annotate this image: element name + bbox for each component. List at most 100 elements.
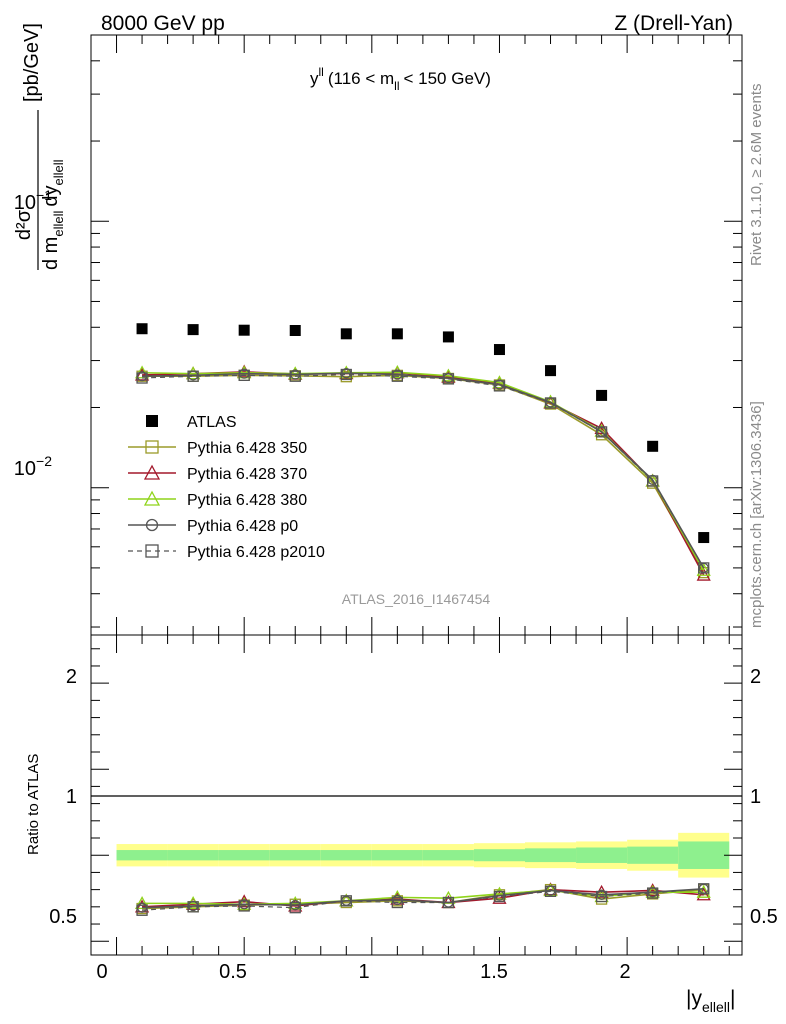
plot-annotation: yll (116 < mll < 150 GeV) bbox=[310, 65, 491, 93]
ratio-band-inner bbox=[576, 847, 628, 863]
ratio-band-inner bbox=[320, 850, 372, 861]
x-tick-label: 0 bbox=[96, 961, 107, 983]
ratio-band-inner bbox=[627, 846, 679, 864]
ratio-point bbox=[442, 896, 455, 909]
data-point bbox=[493, 344, 505, 356]
ratio-point bbox=[493, 890, 506, 903]
mc-point bbox=[646, 475, 659, 487]
data-point bbox=[647, 440, 659, 452]
ratio-series-line bbox=[142, 888, 704, 911]
mc-point bbox=[340, 368, 352, 381]
main-series-line bbox=[142, 372, 705, 569]
legend-marker bbox=[145, 544, 159, 558]
x-tick-label: 1.5 bbox=[480, 961, 508, 983]
ratio-band-inner bbox=[422, 850, 474, 861]
x-axis-label-main: |y bbox=[686, 987, 702, 1010]
ratio-band-inner bbox=[116, 850, 168, 861]
ratio-series-line bbox=[142, 887, 704, 909]
ratio-point bbox=[238, 900, 250, 912]
mc-point bbox=[698, 562, 710, 574]
legend-marker bbox=[146, 415, 158, 427]
x-tick-label: 1 bbox=[358, 961, 369, 983]
mc-point bbox=[134, 367, 150, 381]
data-point bbox=[596, 389, 608, 401]
mc-point bbox=[492, 375, 507, 389]
mc-point bbox=[391, 370, 404, 382]
main-plot-marks bbox=[134, 323, 711, 581]
y-axis-label-unit: [pb/GeV] bbox=[21, 23, 43, 102]
legend-label: Pythia 6.428 p2010 bbox=[187, 544, 325, 561]
ratio-band-inner bbox=[167, 850, 219, 861]
ratio-plot-frame bbox=[90, 634, 743, 956]
y-tick-base: 10 bbox=[14, 192, 36, 214]
x-tick-label: 2 bbox=[619, 961, 630, 983]
mc-point bbox=[238, 369, 250, 382]
y-tick-exp: −1 bbox=[36, 187, 52, 203]
mc-point bbox=[442, 373, 455, 385]
y-tick-label-main: 10−2 bbox=[14, 453, 52, 480]
ratio-uncertainty-band bbox=[116, 832, 730, 878]
ratio-point bbox=[136, 904, 148, 916]
legend: ATLAS Pythia 6.428 350 Pythia 6.428 370 Pyt… bbox=[128, 414, 325, 561]
data-point bbox=[187, 324, 199, 336]
legend-label: Pythia 6.428 370 bbox=[187, 466, 307, 483]
ratio-y-tick-label-right: 0.5 bbox=[750, 906, 778, 928]
mc-point bbox=[187, 370, 199, 382]
ratio-point bbox=[134, 896, 150, 910]
legend-marker bbox=[143, 490, 161, 506]
y-tick-label-main: 10−1 bbox=[14, 187, 52, 214]
ratio-point bbox=[645, 883, 660, 897]
y-tick-exp: −2 bbox=[36, 453, 52, 469]
data-point bbox=[340, 328, 352, 340]
ratio-band-inner bbox=[269, 850, 321, 861]
x-tick-label: 0.5 bbox=[219, 961, 247, 983]
legend-marker bbox=[145, 440, 159, 454]
ratio-point bbox=[595, 890, 608, 903]
mcplots-reference-label: mcplots.cern.ch [arXiv:1306.3436] bbox=[748, 401, 765, 628]
y-axis-label-numerator: d²σ bbox=[13, 209, 35, 240]
legend-label: ATLAS bbox=[187, 414, 237, 431]
ratio-point bbox=[492, 890, 507, 904]
legend-label: Pythia 6.428 380 bbox=[187, 492, 307, 509]
data-point bbox=[442, 331, 454, 343]
mc-point bbox=[136, 372, 148, 384]
data-point bbox=[698, 532, 710, 544]
mc-point bbox=[544, 397, 557, 409]
mc-point bbox=[696, 562, 711, 576]
x-axis-label: |yellell| bbox=[686, 987, 735, 1015]
analysis-watermark: ATLAS_2016_I1467454 bbox=[342, 591, 491, 607]
ratio-y-axis-label: Ratio to ATLAS bbox=[25, 754, 42, 855]
mc-point bbox=[493, 380, 506, 392]
ratio-y-tick-label: 1 bbox=[66, 786, 77, 808]
rivet-version-label: Rivet 3.1.10, ≥ 2.6M events bbox=[748, 83, 765, 267]
data-point bbox=[545, 365, 557, 377]
data-point bbox=[238, 324, 250, 336]
ratio-point bbox=[492, 886, 507, 900]
ratio-point bbox=[544, 885, 557, 897]
mc-point bbox=[595, 426, 608, 438]
ratio-point bbox=[698, 883, 710, 895]
ratio-band-inner bbox=[218, 850, 270, 861]
ratio-plot-marks bbox=[134, 882, 711, 916]
x-axis-label-end: | bbox=[730, 987, 735, 1010]
ratio-band-inner bbox=[525, 848, 577, 863]
ratio-y-tick-label-right: 1 bbox=[750, 786, 761, 808]
ratio-band-inner bbox=[371, 850, 423, 861]
ratio-y-tick-label-right: 2 bbox=[750, 666, 761, 688]
y-tick-base: 10 bbox=[14, 458, 36, 480]
mc-point bbox=[441, 368, 456, 382]
y-axis-label-denominator: d mellelldyellell bbox=[40, 159, 66, 270]
data-point bbox=[136, 323, 148, 335]
ratio-y-tick-label: 2 bbox=[66, 666, 77, 688]
legend-marker bbox=[145, 518, 159, 532]
data-point bbox=[391, 328, 403, 340]
ratio-point bbox=[646, 887, 659, 899]
legend-marker bbox=[143, 464, 161, 480]
ratio-point bbox=[340, 895, 352, 907]
header-right: Z (Drell-Yan) bbox=[614, 12, 733, 35]
mc-point bbox=[696, 567, 711, 581]
legend-label: Pythia 6.428 p0 bbox=[187, 518, 298, 535]
mc-point bbox=[186, 366, 201, 380]
ratio-point bbox=[187, 901, 199, 913]
